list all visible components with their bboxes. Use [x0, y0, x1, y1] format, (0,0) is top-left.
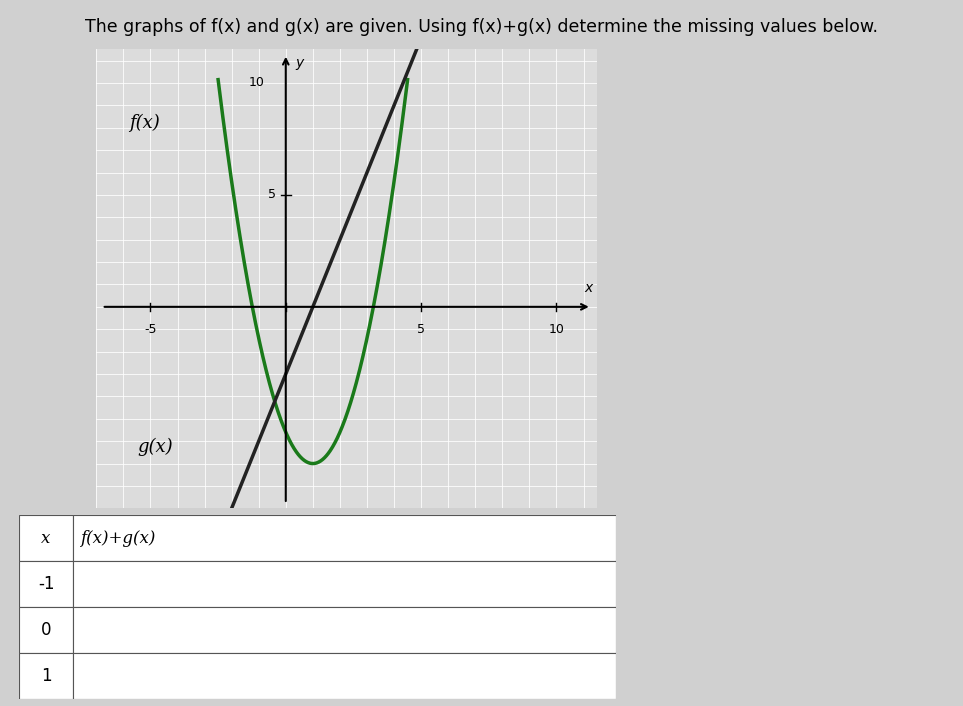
Text: 5: 5: [417, 323, 425, 335]
Text: 1: 1: [40, 667, 51, 685]
Text: -1: -1: [38, 575, 54, 593]
Text: f(x)+g(x): f(x)+g(x): [80, 530, 156, 547]
Text: y: y: [296, 56, 303, 70]
FancyBboxPatch shape: [73, 561, 616, 607]
Text: x: x: [41, 530, 51, 547]
Text: -5: -5: [144, 323, 157, 335]
FancyBboxPatch shape: [19, 561, 73, 607]
Text: f(x): f(x): [129, 114, 160, 132]
Text: 10: 10: [549, 323, 564, 335]
Text: 10: 10: [248, 76, 264, 90]
FancyBboxPatch shape: [19, 653, 73, 699]
FancyBboxPatch shape: [73, 515, 616, 561]
FancyBboxPatch shape: [73, 607, 616, 653]
FancyBboxPatch shape: [73, 653, 616, 699]
Text: The graphs of f(x) and g(x) are given. Using f(x)+g(x) determine the missing val: The graphs of f(x) and g(x) are given. U…: [85, 18, 878, 35]
FancyBboxPatch shape: [19, 607, 73, 653]
Text: x: x: [585, 280, 593, 294]
Text: g(x): g(x): [137, 438, 172, 456]
Text: 0: 0: [40, 621, 51, 639]
Text: 5: 5: [269, 189, 276, 201]
FancyBboxPatch shape: [19, 515, 73, 561]
